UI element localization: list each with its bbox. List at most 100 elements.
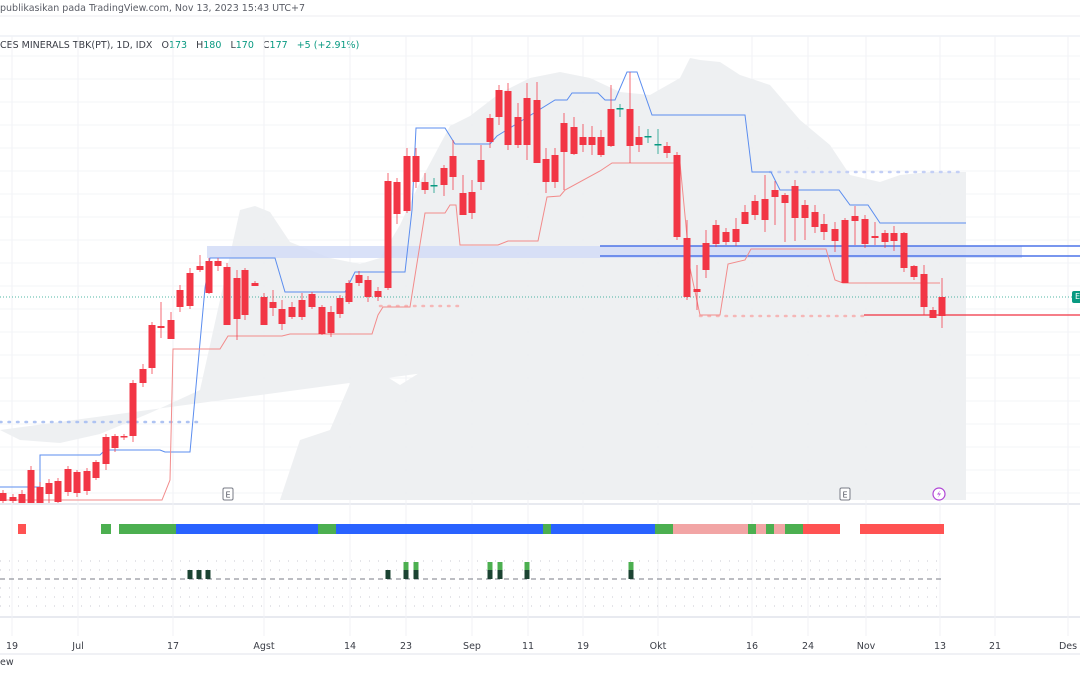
candle-body [495,90,503,117]
footer-text: ew [0,657,14,668]
signal-bar-top [524,562,530,570]
candle-body [327,312,335,333]
candle-body [673,155,681,237]
candle-body [129,383,137,436]
candle-body [0,493,7,501]
candle-body [551,155,559,182]
candle-body [663,146,671,153]
candle-body [626,109,634,146]
candle-body [36,487,44,503]
candle-body [851,216,859,221]
signal-bar [524,570,530,579]
close-label: C [262,40,270,51]
lightning-icon [937,490,941,498]
candle-body [831,229,839,241]
candle-body [440,168,448,185]
candle-body [683,238,691,297]
candle-body [791,186,799,218]
candle-body [841,220,849,283]
candle-body [732,229,740,242]
candle-body [900,233,908,268]
trend-bar-segment [756,524,766,534]
candle-body [176,290,184,307]
open-label: O [161,40,169,51]
signal-bar [628,570,634,579]
published-info: publikasikan pada TradingView.com, Nov 1… [0,3,306,14]
trend-bar-segment [336,524,543,534]
symbol-title[interactable]: CES MINERALS TBK(PT), 1D, IDX [0,40,153,51]
candle-body [148,325,156,368]
candle-body [654,144,662,146]
low-value: 170 [235,40,254,51]
candle-body [588,137,596,145]
change-value: +5 (+2.91%) [296,40,360,51]
time-axis-label: 24 [801,641,815,652]
candle-body [751,201,759,215]
candle-body [73,472,81,493]
candle-body [449,156,457,177]
candle-body [111,436,119,448]
candle-body [910,266,918,277]
candle-body [504,91,512,145]
candle-body [644,136,652,138]
candle-body [318,307,326,334]
candle-body [616,108,624,110]
candle-body [890,233,898,241]
candle-body [607,109,615,146]
earnings-marker-label: E [225,491,230,500]
candle-body [64,469,72,492]
signal-bar-top [628,562,634,570]
candle-body [355,275,363,283]
candle-body [18,494,26,503]
trend-bar-segment [766,524,774,534]
candle-body [298,300,306,317]
candle-body [938,297,946,316]
candle-body [514,117,522,145]
last-price-badge: E [1072,291,1080,303]
candle-body [54,481,62,502]
candle-body [920,274,928,307]
signal-bar-top [497,562,503,570]
candle-body [597,137,605,155]
time-axis-label: 19 [576,641,590,652]
candle-body [223,267,231,325]
signal-bar [385,570,391,579]
time-axis-label: 21 [988,641,1002,652]
candle-body [102,437,110,464]
high-value: 180 [203,40,222,51]
candle-body [120,436,128,438]
candle-body [233,278,241,319]
candle-body [157,326,165,328]
candle-body [364,280,372,297]
volatility-cloud [0,58,966,500]
signal-bar [413,570,419,579]
signal-bar-top [413,562,419,570]
candle-body [260,297,268,325]
trend-bar-segment [860,524,944,534]
trend-bar-segment [803,524,840,534]
candle-body [459,193,467,215]
trend-bar-segment [318,524,336,534]
candle-body [278,309,286,324]
candle-body [635,137,643,145]
candle-body [579,137,587,145]
open-value: 173 [168,40,188,51]
candle-body [712,225,720,244]
candle-body [288,307,296,317]
candle-body [345,283,353,302]
candle-body [430,185,438,187]
candle-body [412,156,420,182]
candle-body [811,212,819,227]
signal-bar [196,570,202,579]
trend-bar-segment [655,524,673,534]
candle-body [781,195,789,203]
candle-body [570,127,578,154]
candle-body [820,224,828,232]
candle-body [45,483,53,494]
time-axis-label: 11 [521,641,535,652]
candle-body [861,219,869,244]
candle-body [374,291,382,297]
earnings-marker-icon [222,487,234,501]
candle-body [196,266,204,270]
